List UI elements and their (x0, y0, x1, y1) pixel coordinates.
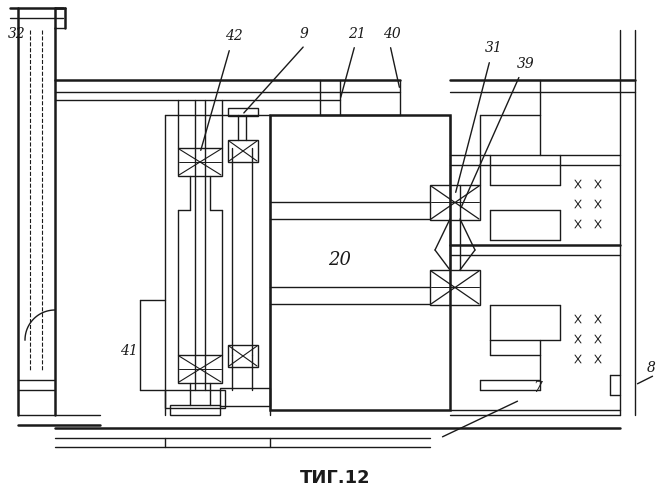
Text: 9: 9 (300, 27, 309, 41)
Bar (178, 355, 222, 383)
Text: 8: 8 (647, 361, 656, 375)
Bar (178, 148, 222, 176)
Text: 7: 7 (533, 381, 542, 395)
Bar (270, 115, 450, 410)
Bar (228, 345, 258, 367)
Bar (430, 270, 480, 305)
Text: 21: 21 (348, 27, 366, 41)
Text: ΤИГ.12: ΤИГ.12 (300, 469, 371, 487)
Text: 31: 31 (485, 41, 503, 55)
Bar (228, 140, 258, 162)
Text: 39: 39 (517, 57, 535, 71)
Bar (430, 185, 480, 220)
Bar (228, 108, 258, 116)
Bar (170, 405, 220, 415)
Text: 41: 41 (120, 344, 138, 358)
Bar (165, 390, 225, 408)
Text: 42: 42 (225, 29, 243, 43)
Text: 32: 32 (8, 27, 25, 41)
Bar (220, 388, 270, 406)
Text: 40: 40 (383, 27, 401, 41)
Text: 20: 20 (329, 251, 352, 269)
